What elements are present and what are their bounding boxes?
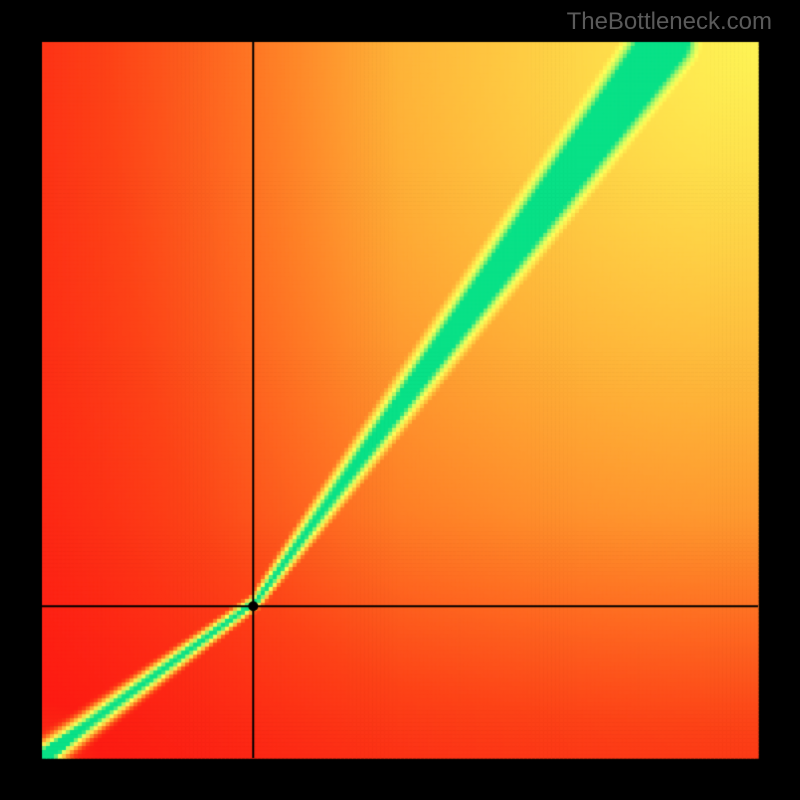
- chart-container: TheBottleneck.com: [0, 0, 800, 800]
- watermark-text: TheBottleneck.com: [567, 8, 772, 36]
- bottleneck-heatmap: [0, 0, 800, 800]
